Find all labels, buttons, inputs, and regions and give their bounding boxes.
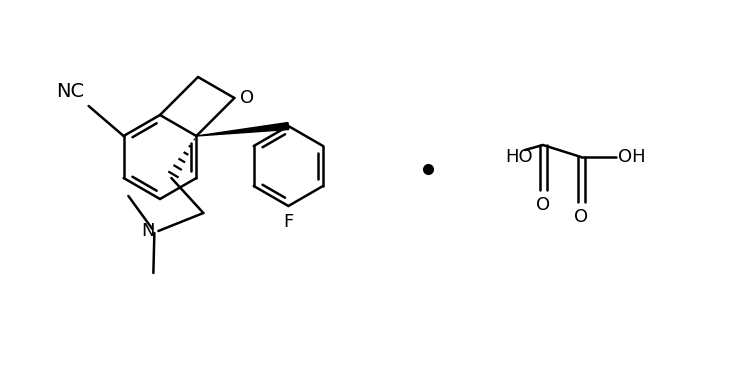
Text: O: O	[241, 89, 255, 107]
Text: O: O	[536, 196, 550, 214]
Text: O: O	[574, 208, 588, 226]
Text: OH: OH	[618, 148, 645, 166]
Text: N: N	[141, 222, 155, 240]
Text: NC: NC	[57, 82, 85, 101]
Text: HO: HO	[505, 148, 533, 166]
Text: F: F	[283, 213, 294, 231]
Polygon shape	[197, 123, 289, 136]
